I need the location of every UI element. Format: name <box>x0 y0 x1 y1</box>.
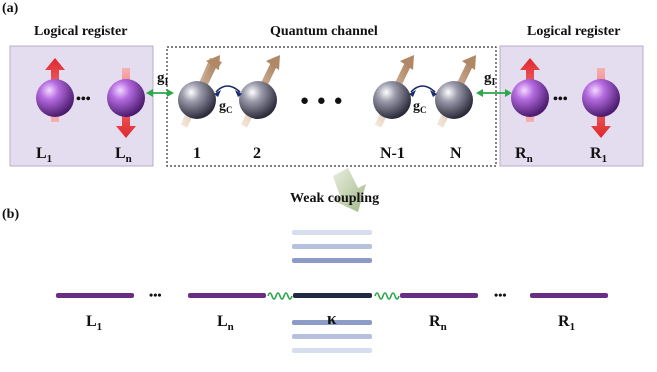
spring-left <box>267 292 293 300</box>
weak-coupling-arrow <box>332 168 366 212</box>
channel-qubit-2 <box>239 55 280 128</box>
label-b-r1: R1 <box>558 313 575 333</box>
channel-box <box>166 46 497 167</box>
level-r1 <box>530 293 608 298</box>
channel-qubit-n <box>435 55 476 128</box>
level-l1 <box>56 293 134 298</box>
right-qubit-n <box>511 58 549 122</box>
label-r1: R1 <box>590 145 607 165</box>
label-ln: Ln <box>115 145 132 165</box>
site-label-n: N <box>450 145 462 162</box>
dots-right-b: ••• <box>494 288 507 302</box>
level-kappa <box>293 293 372 298</box>
channel-dots: ● ● ● <box>300 93 345 109</box>
weak-coupling-label: Weak coupling <box>290 191 379 206</box>
spring-right <box>374 292 400 300</box>
panel-b-label: (b) <box>2 207 19 222</box>
coupling-chain-left-label: gC <box>219 99 233 115</box>
coupling-chain-right-label: gC <box>413 99 427 115</box>
left-qubit-1 <box>36 58 74 122</box>
channel-qubit-1 <box>178 55 222 128</box>
right-register-dots: ••• <box>553 92 568 107</box>
label-b-l1: L1 <box>86 313 102 333</box>
site-label-1: 1 <box>193 145 201 162</box>
label-b-rn: Rn <box>429 313 447 333</box>
left-qubit-n <box>107 68 145 138</box>
panel-a-label: (a) <box>2 1 19 16</box>
label-rn: Rn <box>515 145 533 165</box>
site-label-n-1: N-1 <box>380 145 405 162</box>
label-l1: L1 <box>36 145 52 165</box>
lower-bands <box>292 320 372 353</box>
dots-left-b: ••• <box>149 288 162 302</box>
upper-bands <box>292 230 372 263</box>
right-register-title: Logical register <box>527 24 620 39</box>
site-label-2: 2 <box>253 145 261 162</box>
coupling-chain-right-arrow <box>409 85 437 97</box>
label-b-ln: Ln <box>217 313 234 333</box>
coupling-right-arrow <box>476 89 512 97</box>
coupling-right-label: gI <box>484 70 496 88</box>
level-rn <box>400 293 478 298</box>
coupling-left-arrow <box>146 89 174 97</box>
channel-title: Quantum channel <box>270 24 378 39</box>
coupling-left-label: gI <box>157 70 169 88</box>
coupling-chain-left-arrow <box>214 85 242 97</box>
left-register-title: Logical register <box>34 24 127 39</box>
right-qubit-1 <box>582 68 620 138</box>
left-register-dots: ••• <box>76 92 91 107</box>
level-ln <box>188 293 266 298</box>
label-b-kappa: κ <box>327 309 337 328</box>
channel-qubit-n-1 <box>373 55 414 128</box>
